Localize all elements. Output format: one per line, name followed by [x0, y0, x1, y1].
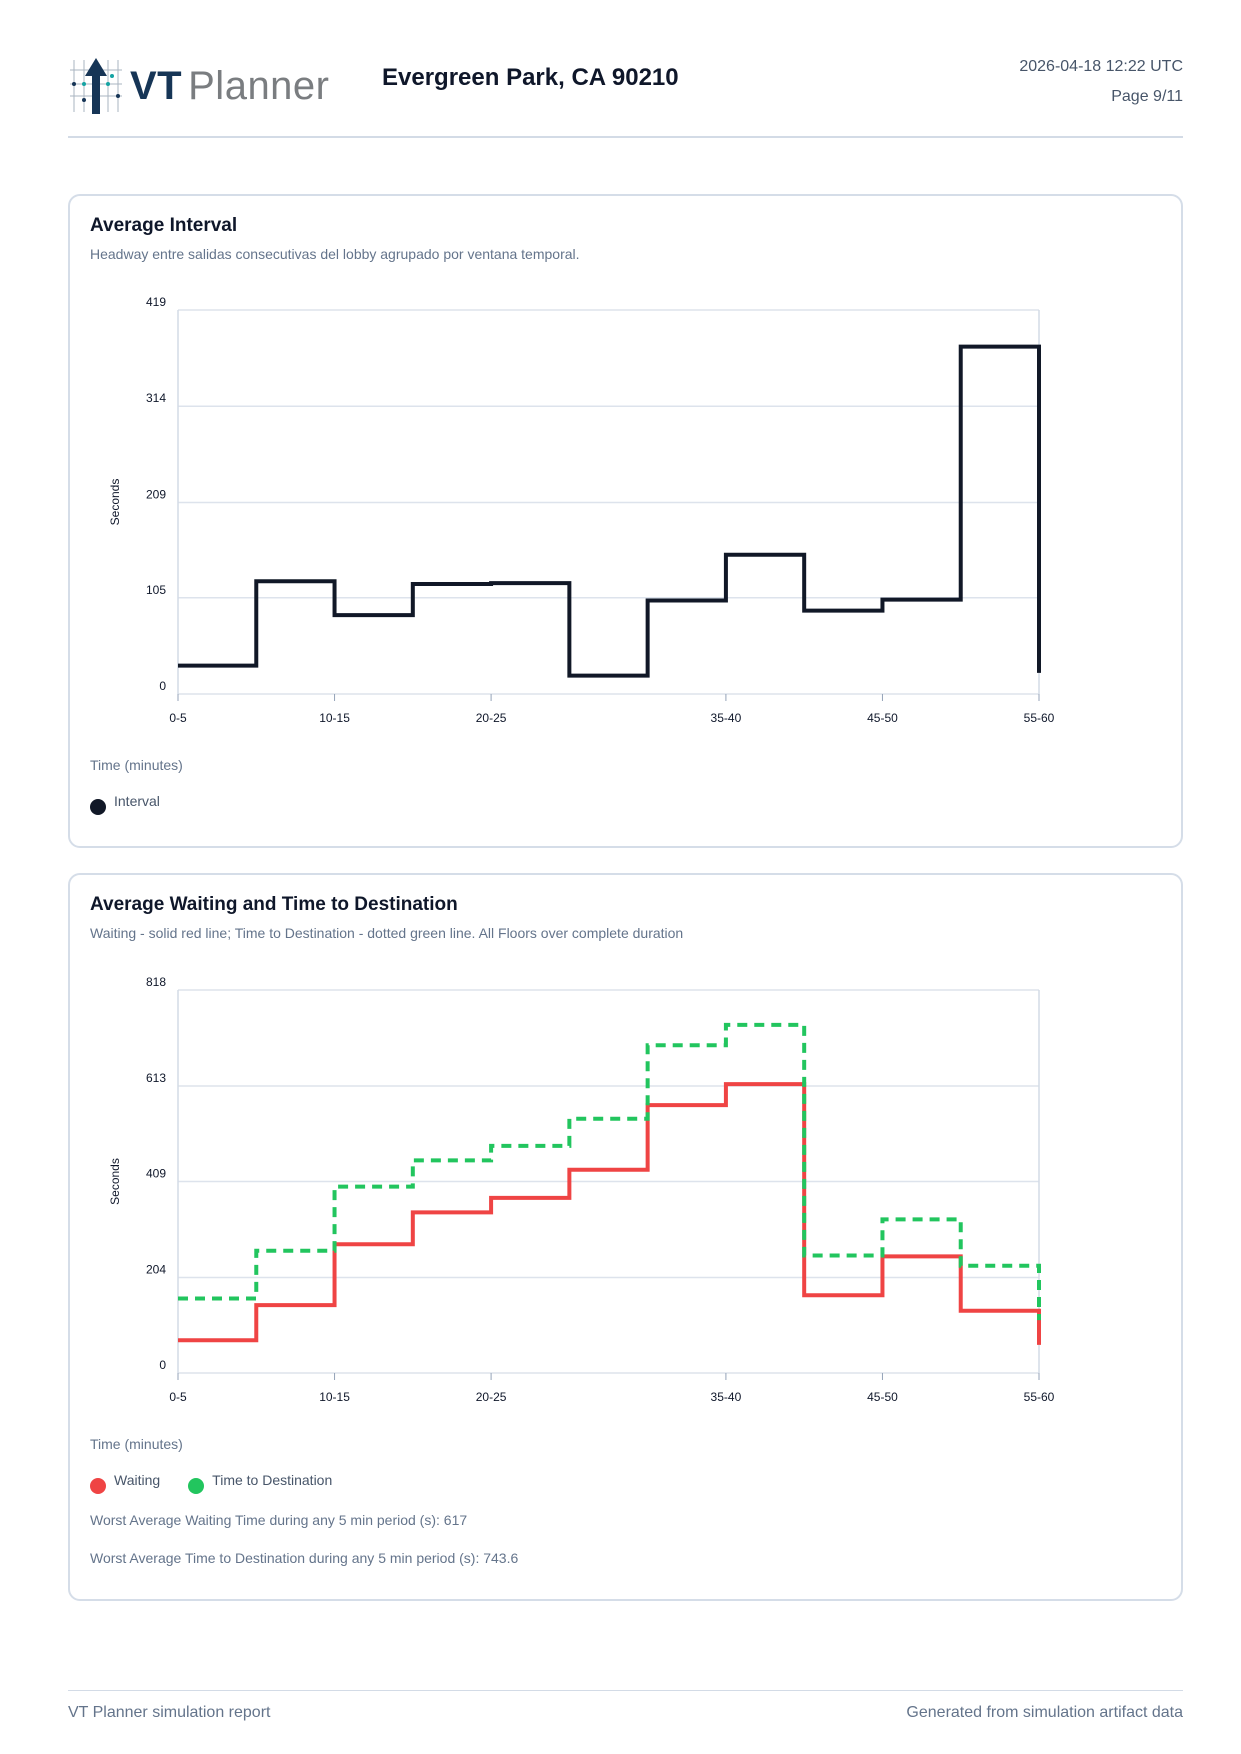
waiting-chart-card	[68, 873, 1183, 1601]
legend-marker	[90, 799, 106, 815]
chart-subtitle: Waiting - solid red line; Time to Destin…	[90, 925, 684, 941]
x-tick-label: 45-50	[867, 1390, 898, 1404]
legend-label: Interval	[114, 793, 160, 809]
series-line-waiting	[178, 1082, 1041, 1345]
chart-title: Average Interval	[90, 215, 238, 236]
y-tick-label: 314	[146, 391, 166, 405]
legend-item-destination: Time to Destination	[188, 1472, 332, 1494]
x-tick-label: 45-50	[867, 711, 898, 725]
timestamp: 2026-04-18 12:22 UTC	[1019, 58, 1183, 75]
logo-text-planner: Planner	[188, 63, 330, 108]
x-axis-label: Time (minutes)	[90, 1436, 183, 1452]
y-tick-label: 613	[146, 1071, 166, 1085]
x-axis-label: Time (minutes)	[90, 757, 183, 773]
y-tick-label: 419	[146, 295, 166, 309]
footer-right: Generated from simulation artifact data	[906, 1704, 1183, 1721]
logo-text-vt: VT	[130, 63, 183, 108]
y-tick-label: 818	[146, 975, 166, 989]
x-tick-label: 10-15	[319, 711, 350, 725]
legend-item-interval: Interval	[90, 793, 160, 815]
logo: VT Planner	[68, 56, 330, 116]
interval-chart-card	[68, 194, 1183, 848]
x-tick-label: 35-40	[711, 711, 742, 725]
legend: Interval	[90, 793, 160, 815]
legend-item-waiting: Waiting	[90, 1472, 160, 1494]
chart-subtitle: Headway entre salidas consecutivas del l…	[90, 246, 580, 262]
y-tick-label: 209	[146, 487, 166, 501]
x-tick-label: 35-40	[711, 1390, 742, 1404]
x-tick-label: 0-5	[169, 711, 187, 725]
y-tick-label: 0	[159, 679, 166, 693]
legend-marker	[188, 1478, 205, 1494]
y-tick-label: 409	[146, 1167, 166, 1181]
worst-destination-note: Worst Average Time to Destination during…	[90, 1550, 519, 1566]
page-number: Page 9/11	[1111, 88, 1183, 105]
legend-label: Waiting	[114, 1472, 161, 1488]
y-tick-label: 0	[159, 1358, 166, 1372]
y-tick-label: 204	[146, 1262, 166, 1276]
x-tick-label: 55-60	[1024, 1390, 1055, 1404]
x-tick-label: 20-25	[476, 1390, 507, 1404]
x-tick-label: 0-5	[169, 1390, 187, 1404]
x-tick-label: 10-15	[319, 1390, 350, 1404]
header-divider	[68, 136, 1183, 138]
y-axis-label: Seconds	[108, 1158, 122, 1205]
x-tick-label: 55-60	[1024, 711, 1055, 725]
footer-left: VT Planner simulation report	[68, 1704, 271, 1721]
series-line-interval	[178, 344, 1041, 678]
chart-title: Average Waiting and Time to Destination	[90, 894, 458, 915]
x-tick-label: 20-25	[476, 711, 507, 725]
legend-marker	[90, 1478, 106, 1494]
legend-label: Time to Destination	[212, 1472, 333, 1488]
worst-waiting-note: Worst Average Waiting Time during any 5 …	[90, 1512, 468, 1528]
y-tick-label: 105	[146, 583, 166, 597]
y-axis-label: Seconds	[108, 479, 122, 526]
legend: Waiting Time to Destination	[90, 1472, 332, 1494]
series-line-time-to-destination	[178, 1022, 1041, 1321]
page-title: Evergreen Park, CA 90210	[382, 64, 679, 91]
elevator-arrow-icon	[70, 58, 122, 114]
footer-divider	[68, 1690, 1183, 1691]
